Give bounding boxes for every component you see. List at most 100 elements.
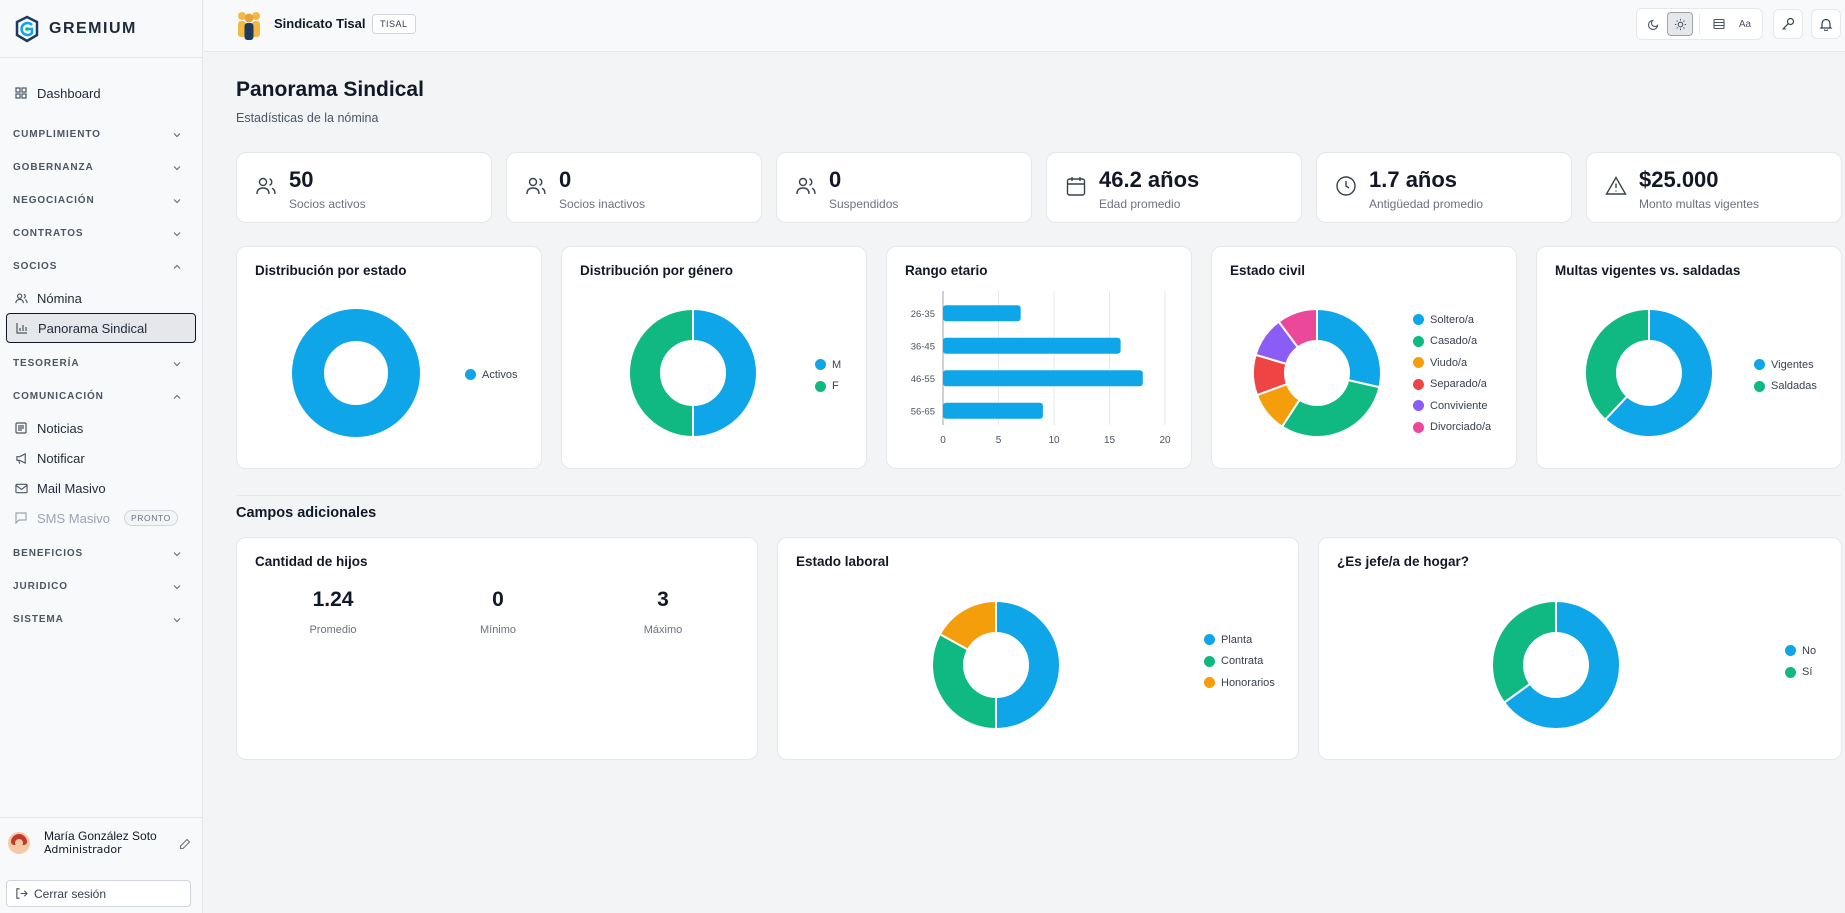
brand[interactable]: GREMIUM bbox=[0, 0, 202, 58]
donut-chart-estado-civil bbox=[1252, 307, 1382, 438]
legend-item-conviviente[interactable]: Conviviente bbox=[1413, 395, 1491, 417]
section-negociacion[interactable]: NEGOCIACIÓN bbox=[0, 184, 202, 217]
legend-item-casado-a[interactable]: Casado/a bbox=[1413, 331, 1491, 353]
legend-label: Casado/a bbox=[1430, 335, 1478, 348]
section-sistema[interactable]: SISTEMA bbox=[0, 603, 202, 636]
users-icon bbox=[796, 177, 816, 195]
legend-item-m[interactable]: M bbox=[815, 354, 841, 376]
legend-item-planta[interactable]: Planta bbox=[1204, 629, 1275, 651]
section-socios[interactable]: SOCIOS bbox=[0, 250, 202, 283]
font-size-label: Aa bbox=[1738, 18, 1752, 30]
sidebar-item-mail-masivo[interactable]: Mail Masivo bbox=[0, 473, 202, 503]
pencil-icon[interactable] bbox=[179, 838, 191, 850]
legend-label: No bbox=[1802, 644, 1817, 657]
donut-slice-no[interactable] bbox=[1502, 599, 1621, 730]
donut-slice-f[interactable] bbox=[628, 307, 694, 439]
legend-item-si[interactable]: Sí bbox=[1785, 662, 1816, 684]
stat-label: Socios activos bbox=[289, 197, 366, 211]
legend-item-honorarios[interactable]: Honorarios bbox=[1204, 672, 1275, 694]
page-subtitle: Estadísticas de la nómina bbox=[236, 111, 379, 125]
donut-slice-activos[interactable] bbox=[292, 309, 420, 437]
metric-value: 1.24 bbox=[312, 588, 354, 611]
section-cumplimiento[interactable]: CUMPLIMIENTO bbox=[0, 118, 202, 151]
section-tesoreria[interactable]: TESORERÍA bbox=[0, 347, 202, 380]
bar-46-55[interactable] bbox=[943, 370, 1143, 387]
donut-slice-saldadas[interactable] bbox=[1584, 307, 1650, 422]
x-tick-label: 15 bbox=[1104, 435, 1116, 446]
logout-button[interactable]: Cerrar sesión bbox=[6, 880, 191, 907]
legend-label: M bbox=[832, 358, 842, 371]
donut-slice-si[interactable] bbox=[1491, 599, 1557, 705]
legend-item-activos[interactable]: Activos bbox=[465, 364, 517, 386]
user-name: María González Soto bbox=[44, 828, 157, 843]
legend-item-divorciado-a[interactable]: Divorciado/a bbox=[1413, 417, 1491, 439]
font-size-button[interactable]: Aa bbox=[1732, 12, 1758, 36]
donut-slice-m[interactable] bbox=[692, 307, 758, 439]
donut-slice-contrata[interactable] bbox=[931, 632, 997, 731]
notifications-button[interactable] bbox=[1811, 9, 1841, 39]
section-beneficios[interactable]: BENEFICIOS bbox=[0, 537, 202, 570]
sidebar-item-noticias[interactable]: Noticias bbox=[0, 413, 202, 443]
coming-soon-badge: PRONTO bbox=[123, 510, 178, 526]
logout-label: Cerrar sesión bbox=[34, 886, 107, 901]
x-tick-label: 10 bbox=[1048, 435, 1060, 446]
legend-label: Contrata bbox=[1221, 655, 1264, 668]
density-button[interactable] bbox=[1706, 12, 1732, 36]
section-label: SOCIOS bbox=[13, 261, 58, 272]
chevron-down-icon bbox=[173, 551, 181, 556]
key-button[interactable] bbox=[1773, 9, 1803, 39]
user-box: María González Soto Administrador bbox=[0, 817, 203, 867]
bar-26-35[interactable] bbox=[943, 305, 1021, 322]
legend-item-f[interactable]: F bbox=[815, 376, 841, 398]
x-tick-label: 0 bbox=[940, 435, 946, 446]
chart-title: Rango etario bbox=[905, 263, 988, 278]
chevron-down-icon bbox=[173, 584, 181, 589]
sidebar: GREMIUM Dashboard CUMPLIMIENTO GOBERNANZ… bbox=[0, 0, 203, 913]
light-mode-button[interactable] bbox=[1667, 12, 1693, 36]
section-juridico[interactable]: JURIDICO bbox=[0, 570, 202, 603]
bar-36-45[interactable] bbox=[943, 337, 1121, 354]
bar-56-65[interactable] bbox=[943, 402, 1043, 419]
legend-item-vigentes[interactable]: Vigentes bbox=[1754, 354, 1817, 376]
stat-card-suspendidos: 0 Suspendidos bbox=[776, 152, 1032, 223]
donut-slice-planta[interactable] bbox=[995, 599, 1061, 731]
sidebar-item-label: Notificar bbox=[37, 450, 85, 466]
chart-legend: No Sí bbox=[1785, 640, 1816, 683]
legend-item-no[interactable]: No bbox=[1785, 640, 1816, 662]
dark-mode-button[interactable] bbox=[1641, 12, 1667, 36]
stat-card-socios-inactivos: 0 Socios inactivos bbox=[506, 152, 762, 223]
section-gobernanza[interactable]: GOBERNANZA bbox=[0, 151, 202, 184]
users-icon bbox=[256, 177, 276, 195]
moon-icon bbox=[1648, 19, 1659, 30]
chart-title: Multas vigentes vs. saldadas bbox=[1555, 263, 1741, 278]
donut-slice-vigentes[interactable] bbox=[1603, 307, 1714, 438]
legend-item-contrata[interactable]: Contrata bbox=[1204, 651, 1275, 673]
chart-title: Distribución por género bbox=[580, 263, 734, 278]
sidebar-item-panorama-sindical[interactable]: Panorama Sindical bbox=[6, 313, 196, 343]
sidebar-item-notificar[interactable]: Notificar bbox=[0, 443, 202, 473]
sidebar-item-nomina[interactable]: Nómina bbox=[0, 283, 202, 313]
legend-item-separado-a[interactable]: Separado/a bbox=[1413, 374, 1491, 396]
legend-swatch bbox=[1754, 380, 1765, 392]
y-tick-label: 26-35 bbox=[911, 309, 935, 320]
chart-title: Estado laboral bbox=[796, 554, 890, 569]
donut-slice-honorarios[interactable] bbox=[938, 599, 997, 651]
donut-slice-soltero-a[interactable] bbox=[1316, 307, 1382, 389]
donut-slice-divorciado-a[interactable] bbox=[1277, 307, 1318, 349]
chart-card-estado-laboral: Estado laboral Planta Contrata Honorarios bbox=[777, 537, 1299, 760]
stat-value: 50 bbox=[289, 167, 314, 192]
section-comunicacion[interactable]: COMUNICACIÓN bbox=[0, 380, 202, 413]
legend-item-saldadas[interactable]: Saldadas bbox=[1754, 376, 1817, 398]
legend-label: Activos bbox=[482, 368, 518, 381]
legend-item-viudo-a[interactable]: Viudo/a bbox=[1413, 352, 1491, 374]
chart-card-estado: Distribución por estado Activos bbox=[236, 246, 542, 469]
bell-icon bbox=[1819, 18, 1833, 31]
chevron-up-icon bbox=[173, 264, 181, 269]
legend-swatch bbox=[1413, 400, 1424, 412]
legend-item-soltero-a[interactable]: Soltero/a bbox=[1413, 309, 1491, 331]
sidebar-item-dashboard[interactable]: Dashboard bbox=[0, 78, 202, 108]
section-contratos[interactable]: CONTRATOS bbox=[0, 217, 202, 250]
donut-slice-casado-a[interactable] bbox=[1280, 378, 1381, 438]
bar-chart-rango-etario: 0 5 10 15 20 26-35 36-45 46-55 56-65 bbox=[911, 291, 1171, 446]
